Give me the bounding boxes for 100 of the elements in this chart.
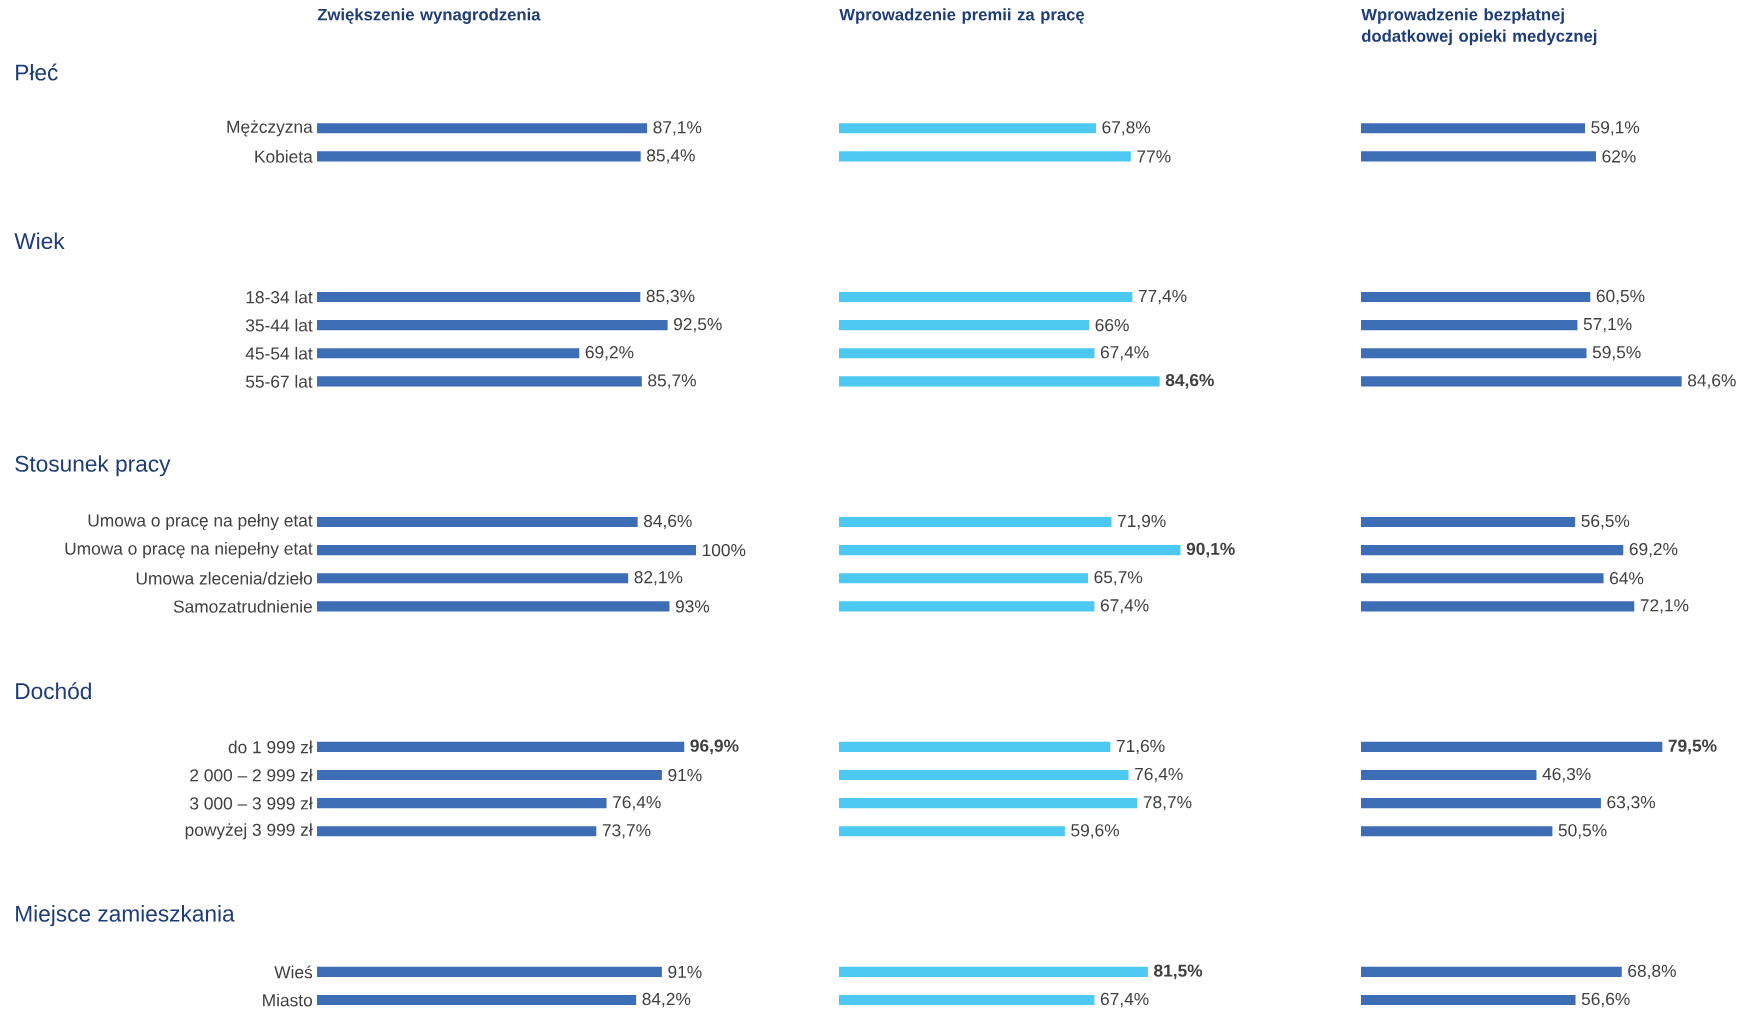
data-label: 57,1% — [1583, 318, 1632, 333]
data-label: 50,5% — [1558, 824, 1607, 839]
bar — [1361, 994, 1576, 1006]
y-tick-label: 45-54 lat — [245, 346, 313, 360]
bar — [839, 320, 1090, 331]
data-label: 56,6% — [1581, 992, 1630, 1008]
bar — [839, 545, 1181, 556]
y-tick-label: 18-34 lat — [246, 290, 313, 304]
bar — [1361, 151, 1596, 162]
data-label: 71,9% — [1118, 514, 1166, 530]
bar — [839, 151, 1131, 162]
bar — [317, 545, 697, 556]
bar — [839, 741, 1111, 752]
data-label: 67,4% — [1100, 599, 1149, 614]
y-tick-label: Umowa o pracę na pełny etat — [88, 513, 313, 531]
y-tick-label: 2 000 – 2 999 zł — [190, 768, 313, 782]
data-label: 66% — [1095, 319, 1129, 332]
bar — [839, 770, 1129, 781]
chart-title: Wprowadzenie premii za pracę — [839, 8, 1085, 24]
text: Dochód — [16, 682, 91, 700]
bar — [317, 770, 662, 781]
data-label: 69,2% — [1629, 542, 1678, 558]
data-label: 78,7% — [1143, 796, 1192, 811]
bar — [1361, 516, 1576, 528]
bar — [839, 826, 1065, 837]
bar — [1361, 826, 1553, 837]
y-tick-label: 35-44 lat — [245, 318, 313, 332]
data-label: 73,7% — [602, 824, 651, 839]
bar — [317, 573, 629, 584]
bar — [317, 376, 642, 387]
bar — [1361, 966, 1622, 977]
bar — [317, 151, 641, 162]
data-label: 81,5% — [1154, 964, 1203, 980]
text: Wiek — [14, 232, 65, 250]
bar — [839, 123, 1096, 134]
bar — [317, 798, 607, 809]
data-label: 67,4% — [1100, 346, 1149, 361]
data-label: 76,4% — [613, 796, 661, 811]
bar — [1361, 601, 1635, 612]
chart-title: Zwiększenie wynagrodzenia — [317, 8, 541, 24]
data-label: 68,8% — [1628, 964, 1676, 980]
chart-title: Wprowadzenie bezpłatnej dodatkowej opieki medycznej — [1361, 8, 1597, 46]
data-label: 93% — [675, 600, 710, 613]
data-label: 65,7% — [1094, 571, 1143, 586]
y-tick-label: Mężczyzna — [227, 120, 313, 137]
data-label: 67,8% — [1102, 121, 1151, 136]
bar — [317, 516, 638, 528]
bar — [1361, 348, 1587, 359]
bar — [1361, 291, 1591, 303]
bar — [1361, 770, 1537, 781]
data-label: 56,5% — [1581, 514, 1630, 530]
y-tick-label: Kobieta — [255, 150, 313, 163]
data-label: 84,2% — [642, 992, 691, 1008]
data-label: 72,1% — [1640, 599, 1689, 614]
bar — [1361, 741, 1663, 752]
data-label: 62% — [1602, 150, 1636, 163]
bar — [839, 573, 1089, 584]
text: Miejsce zamieszkania — [16, 905, 235, 927]
bar — [839, 798, 1138, 809]
y-tick-label: powyżej 3 999 zł — [185, 823, 313, 840]
bar — [317, 291, 641, 303]
y-tick-label: Umowa zlecenia/dzieło — [136, 571, 312, 585]
text: Płeć — [16, 63, 58, 81]
data-label: 76,4% — [1135, 767, 1183, 783]
y-tick-label: 55-67 lat — [245, 375, 313, 388]
y-tick-label: 3 000 – 3 999 zł — [190, 796, 313, 810]
data-label: 92,5% — [674, 317, 722, 333]
data-label: 59,1% — [1591, 121, 1640, 136]
data-label: 84,6% — [1687, 374, 1736, 389]
data-label: 71,6% — [1116, 739, 1165, 755]
bar — [839, 601, 1095, 612]
bar — [1361, 545, 1624, 556]
data-label: 91% — [668, 768, 702, 782]
data-label: 96,9% — [690, 739, 739, 755]
y-tick-label: Wieś — [274, 965, 313, 979]
data-label: 67,4% — [1100, 992, 1149, 1008]
data-label: 85,4% — [647, 149, 695, 164]
bar — [317, 348, 580, 359]
data-label: 100% — [702, 543, 746, 557]
bar — [1361, 376, 1682, 387]
y-tick-label: Miasto — [263, 993, 313, 1007]
data-label: 79,5% — [1668, 739, 1717, 755]
data-label: 77% — [1137, 150, 1171, 163]
bar — [839, 291, 1133, 303]
data-label: 84,6% — [643, 514, 692, 530]
y-tick-label: Umowa o pracę na niepełny etat — [65, 542, 313, 559]
bar — [839, 348, 1095, 359]
bar — [317, 994, 637, 1006]
data-label: 85,7% — [648, 374, 696, 389]
data-label: 69,2% — [585, 346, 634, 361]
data-label: 60,5% — [1596, 289, 1645, 305]
data-label: 63,3% — [1607, 796, 1656, 811]
data-label: 87,1% — [653, 121, 702, 136]
bar — [317, 601, 670, 612]
bar — [317, 123, 648, 134]
bar — [317, 741, 685, 752]
text: Stosunek pracy — [15, 455, 171, 477]
data-label: 46,3% — [1542, 767, 1591, 783]
bar — [317, 320, 668, 331]
bar — [1361, 123, 1585, 134]
